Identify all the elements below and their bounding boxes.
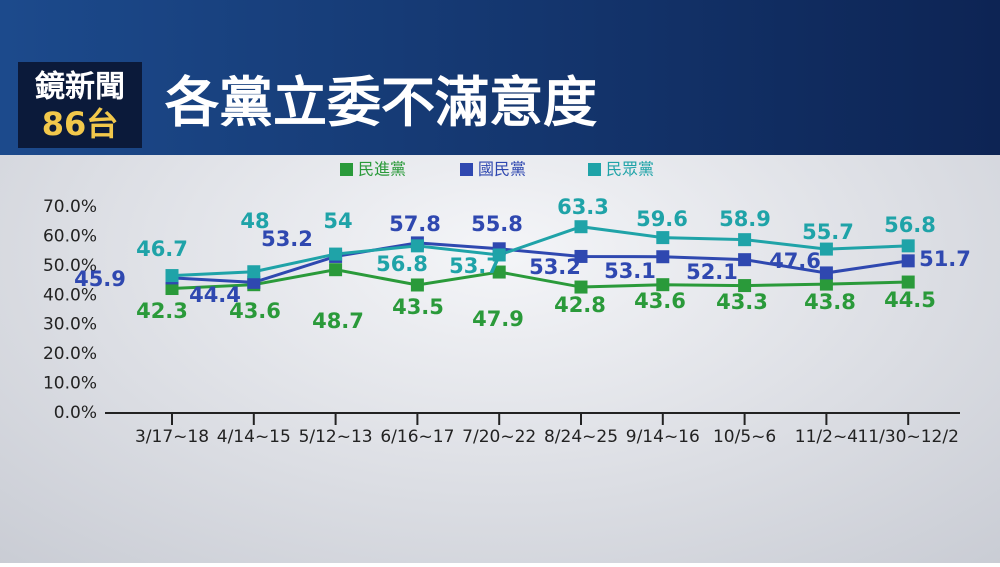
data-label: 63.3 (557, 195, 609, 219)
series-line (171, 225, 909, 278)
x-tick-label: 11/2~4 (795, 427, 858, 447)
y-tick-label: 50.0% (43, 256, 97, 276)
point (819, 266, 833, 280)
data-label: 56.8 (376, 252, 428, 276)
x-tick-label: 7/20~22 (462, 427, 536, 447)
point (247, 275, 261, 289)
point (574, 249, 588, 263)
point (165, 282, 179, 296)
data-label: 56.8 (884, 213, 936, 237)
y-tick-label: 70.0% (43, 197, 97, 217)
data-label: 55.7 (802, 220, 854, 244)
legend-label: 民進黨 (358, 160, 406, 179)
point (410, 278, 424, 292)
point (656, 278, 670, 292)
data-label: 45.9 (74, 267, 126, 291)
data-label: 46.7 (136, 237, 188, 261)
point (492, 265, 506, 279)
data-label: 59.6 (636, 207, 688, 231)
point (574, 220, 588, 234)
data-label: 43.6 (229, 299, 281, 323)
data-label: 48.7 (312, 309, 364, 333)
x-tick-label: 11/30~12/2 (857, 427, 958, 447)
logo-text: 鏡新聞 (35, 70, 125, 105)
data-label: 58.9 (719, 207, 771, 231)
point (738, 253, 752, 267)
x-tick-label: 8/24~25 (544, 427, 618, 447)
data-label: 42.3 (136, 299, 188, 323)
point (901, 275, 915, 289)
series-line (171, 268, 909, 291)
legend-swatch (588, 163, 601, 176)
data-label: 53.7 (449, 254, 501, 278)
data-label: 48 (240, 209, 269, 233)
x-tick-label: 5/12~13 (299, 427, 373, 447)
point (165, 269, 179, 283)
point (574, 280, 588, 294)
y-tick-label: 40.0% (43, 285, 97, 305)
data-label: 51.7 (919, 247, 971, 271)
series-line (171, 241, 909, 284)
data-label: 54 (323, 209, 352, 233)
y-tick-label: 10.0% (43, 374, 97, 394)
data-label: 53.2 (261, 227, 313, 251)
y-tick-label: 20.0% (43, 344, 97, 364)
data-label: 55.8 (471, 212, 523, 236)
data-label: 44.4 (189, 283, 241, 307)
point (819, 277, 833, 291)
point (247, 265, 261, 279)
point (410, 239, 424, 253)
x-tick-label: 9/14~16 (626, 427, 700, 447)
data-label: 47.9 (472, 307, 524, 331)
point (492, 248, 506, 262)
data-label: 44.5 (884, 288, 936, 312)
y-tick-label: 0.0% (54, 403, 97, 423)
data-label: 43.6 (634, 289, 686, 313)
x-tick-label: 4/14~15 (217, 427, 291, 447)
header (0, 0, 1000, 155)
point (901, 239, 915, 253)
data-label: 53.1 (604, 259, 656, 283)
x-tick-label: 3/17~18 (135, 427, 209, 447)
x-tick-label: 10/5~6 (713, 427, 776, 447)
data-label: 47.6 (769, 249, 821, 273)
point (901, 254, 915, 268)
data-label: 42.8 (554, 293, 606, 317)
point (329, 263, 343, 277)
data-label: 52.1 (686, 260, 738, 284)
legend-label: 民眾黨 (606, 160, 654, 179)
data-label: 43.3 (716, 290, 768, 314)
point (329, 247, 343, 261)
y-tick-label: 60.0% (43, 226, 97, 246)
point (656, 231, 670, 245)
point (819, 242, 833, 256)
chart-title: 各黨立委不滿意度 (165, 70, 597, 134)
data-label: 53.2 (529, 255, 581, 279)
point (738, 279, 752, 293)
logo-box (18, 62, 142, 148)
logo-channel: 86台 (42, 105, 119, 143)
y-tick-label: 30.0% (43, 315, 97, 335)
legend-swatch (340, 163, 353, 176)
data-label: 57.8 (389, 212, 441, 236)
point (656, 250, 670, 264)
legend-label: 國民黨 (478, 160, 526, 179)
data-label: 43.5 (392, 295, 444, 319)
data-label: 43.8 (804, 290, 856, 314)
point (738, 233, 752, 247)
legend-swatch (460, 163, 473, 176)
x-tick-label: 6/16~17 (380, 427, 454, 447)
